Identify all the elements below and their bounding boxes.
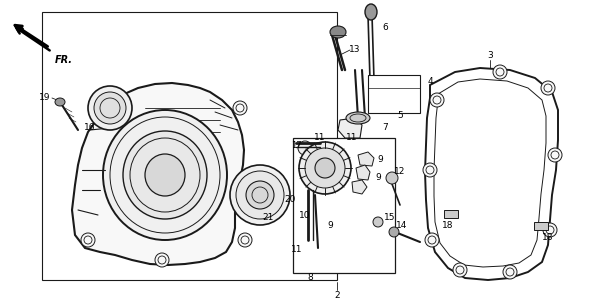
- Ellipse shape: [123, 131, 207, 219]
- Ellipse shape: [155, 253, 169, 267]
- Text: 2: 2: [334, 290, 340, 299]
- Ellipse shape: [386, 172, 398, 184]
- Text: 18: 18: [442, 221, 454, 229]
- Bar: [42, 12, 337, 280]
- Text: 11: 11: [314, 134, 326, 142]
- Bar: [534, 222, 548, 230]
- Bar: [368, 75, 420, 113]
- Ellipse shape: [430, 93, 444, 107]
- Text: 6: 6: [382, 23, 388, 33]
- Text: 10: 10: [299, 210, 311, 219]
- Text: 21: 21: [263, 213, 274, 222]
- Ellipse shape: [373, 217, 383, 227]
- Text: 12: 12: [394, 167, 406, 176]
- Ellipse shape: [423, 163, 437, 177]
- Ellipse shape: [103, 110, 227, 240]
- Ellipse shape: [246, 181, 274, 209]
- Ellipse shape: [315, 158, 335, 178]
- Text: 11: 11: [291, 246, 303, 255]
- Text: 13: 13: [349, 45, 360, 54]
- Ellipse shape: [230, 165, 290, 225]
- Ellipse shape: [55, 98, 65, 106]
- Ellipse shape: [425, 233, 439, 247]
- Text: 7: 7: [382, 123, 388, 132]
- Text: 11: 11: [346, 134, 358, 142]
- Ellipse shape: [389, 227, 399, 237]
- Text: 16: 16: [84, 123, 96, 132]
- Text: 9: 9: [375, 172, 381, 182]
- Polygon shape: [72, 83, 244, 265]
- Text: 5: 5: [397, 110, 403, 119]
- Text: 3: 3: [487, 51, 493, 60]
- Polygon shape: [425, 68, 558, 280]
- Ellipse shape: [236, 171, 284, 219]
- Ellipse shape: [365, 4, 377, 20]
- Ellipse shape: [145, 154, 185, 196]
- Ellipse shape: [541, 81, 555, 95]
- Ellipse shape: [453, 263, 467, 277]
- Ellipse shape: [94, 92, 126, 124]
- Ellipse shape: [88, 86, 132, 130]
- Bar: [444, 210, 458, 218]
- Ellipse shape: [548, 148, 562, 162]
- Ellipse shape: [233, 101, 247, 115]
- Polygon shape: [338, 118, 362, 138]
- Text: 17: 17: [291, 141, 301, 150]
- Text: 15: 15: [384, 213, 396, 222]
- Text: 19: 19: [40, 94, 51, 103]
- Text: 8: 8: [307, 274, 313, 283]
- Text: 14: 14: [396, 221, 408, 229]
- Ellipse shape: [346, 112, 370, 124]
- Text: 9: 9: [327, 221, 333, 229]
- Ellipse shape: [543, 223, 557, 237]
- Ellipse shape: [299, 142, 351, 194]
- Text: 18: 18: [542, 232, 554, 241]
- Text: 9: 9: [377, 156, 383, 165]
- Ellipse shape: [503, 265, 517, 279]
- Bar: [293, 138, 395, 273]
- Ellipse shape: [238, 233, 252, 247]
- Ellipse shape: [93, 101, 107, 115]
- Ellipse shape: [81, 233, 95, 247]
- Polygon shape: [356, 165, 370, 180]
- Ellipse shape: [493, 65, 507, 79]
- Text: FR.: FR.: [55, 55, 73, 65]
- Ellipse shape: [298, 141, 312, 155]
- Text: 20: 20: [284, 196, 296, 204]
- Text: 4: 4: [427, 77, 433, 86]
- Ellipse shape: [330, 26, 346, 38]
- Polygon shape: [358, 152, 374, 166]
- Polygon shape: [352, 180, 367, 194]
- Ellipse shape: [305, 148, 345, 188]
